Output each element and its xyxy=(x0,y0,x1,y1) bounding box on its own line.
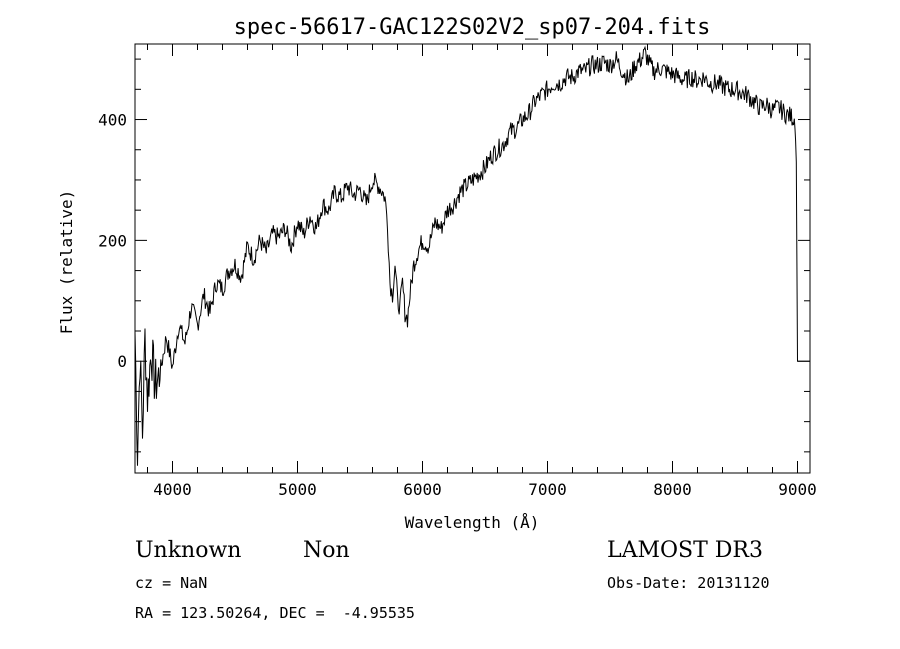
x-tick-label: 4000 xyxy=(153,480,192,499)
x-tick-label: 8000 xyxy=(653,480,692,499)
x-axis: 4000 5000 6000 7000 8000 9000 xyxy=(147,44,817,499)
chart-title: spec-56617-GAC122S02V2_sp07-204.fits xyxy=(234,15,711,40)
y-axis-label: Flux (relative) xyxy=(57,190,76,335)
spectrum-line xyxy=(134,45,810,466)
y-tick-label: 400 xyxy=(98,111,127,130)
x-tick-label: 7000 xyxy=(528,480,567,499)
y-tick-label: 0 xyxy=(117,352,127,371)
x-axis-label: Wavelength (Å) xyxy=(405,513,540,532)
redshift-text: cz = NaN xyxy=(135,574,208,592)
plot-frame xyxy=(134,43,811,474)
y-axis: 0 200 400 xyxy=(98,58,810,453)
object-class: Unknown xyxy=(135,538,242,563)
x-tick-label: 6000 xyxy=(403,480,442,499)
x-tick-label: 5000 xyxy=(278,480,317,499)
object-subclass: Non xyxy=(303,538,350,563)
obs-date-text: Obs-Date: 20131120 xyxy=(607,574,770,592)
survey-name: LAMOST DR3 xyxy=(607,538,763,563)
y-tick-label: 200 xyxy=(98,231,127,250)
x-tick-label: 9000 xyxy=(778,480,817,499)
coordinates-text: RA = 123.50264, DEC = -4.95535 xyxy=(135,604,415,622)
